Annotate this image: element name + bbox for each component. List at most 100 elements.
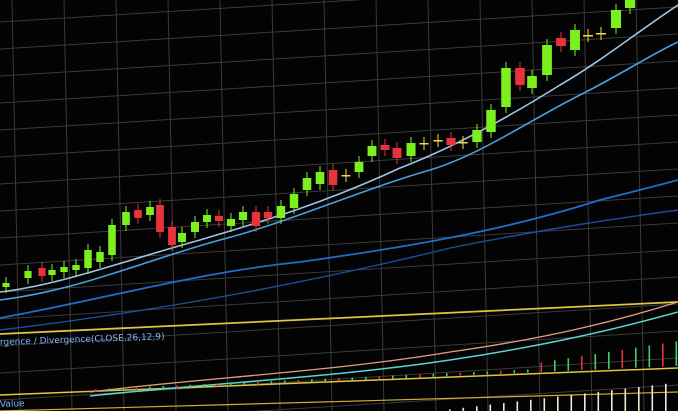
candle-body <box>624 0 636 8</box>
moving-average-slow <box>0 179 678 319</box>
volume-bar <box>584 393 586 411</box>
candle-body <box>610 10 622 28</box>
histogram-bar <box>621 349 624 369</box>
grid-line <box>0 303 678 347</box>
histogram-bar <box>176 385 178 389</box>
grid-line <box>63 0 73 411</box>
panel-divider <box>0 367 678 396</box>
volume-bar <box>543 398 546 411</box>
histogram-bar <box>635 347 637 368</box>
candle-body <box>458 142 468 144</box>
volume-bar <box>665 383 667 411</box>
grid-line <box>0 168 678 212</box>
histogram-bar <box>419 374 421 378</box>
candle-body <box>354 162 364 172</box>
grid-line <box>0 87 678 131</box>
candle-body <box>341 175 351 177</box>
grid-line <box>0 276 678 320</box>
volume-bar <box>557 396 559 411</box>
candle-body <box>38 268 46 276</box>
candle-body <box>433 140 443 142</box>
candle-body <box>263 212 273 218</box>
candle-body <box>276 206 286 218</box>
candle-body <box>108 225 116 255</box>
volume-bar <box>462 407 465 411</box>
candle-body <box>367 146 377 156</box>
candle-body <box>446 138 456 145</box>
candle-body <box>406 143 416 156</box>
histogram-bar <box>203 384 205 388</box>
grid-line <box>0 6 678 50</box>
histogram-bar <box>675 341 678 366</box>
histogram-bar <box>581 356 583 371</box>
grid-line <box>0 60 678 104</box>
grid-line <box>0 330 678 374</box>
candle-body <box>380 145 390 150</box>
volume-bar <box>503 403 505 411</box>
volume-bar <box>651 385 654 411</box>
candle-body <box>302 178 312 190</box>
panel-divider <box>0 301 678 335</box>
histogram-bar <box>378 376 381 380</box>
histogram-bar <box>135 387 138 391</box>
volume-bar <box>449 409 451 411</box>
grid-line <box>167 0 177 411</box>
candle-body <box>315 172 325 184</box>
candle-body <box>419 143 429 145</box>
histogram-bar <box>95 389 97 392</box>
grid-line <box>531 0 541 411</box>
candle-body <box>96 252 104 262</box>
candle-body <box>72 265 80 270</box>
grid-line <box>219 0 229 411</box>
candle-body <box>392 148 402 158</box>
grid-line <box>11 0 21 411</box>
volume-bar <box>530 399 532 411</box>
candle-body <box>226 219 236 226</box>
volume-bar <box>476 406 478 411</box>
histogram-bar <box>324 378 327 382</box>
candle-body <box>501 68 511 107</box>
macd-signal <box>89 301 678 393</box>
histogram-bar <box>486 371 489 375</box>
candle-body <box>168 227 176 245</box>
histogram-bar <box>365 376 367 380</box>
volume-bar <box>489 404 492 411</box>
histogram-bar <box>662 343 664 367</box>
volume-bar <box>570 395 573 411</box>
volume-bar <box>611 390 613 411</box>
volume-bar <box>624 388 627 411</box>
candle-body <box>570 30 580 50</box>
panel-divider <box>0 391 678 411</box>
volume-bar <box>638 387 640 411</box>
candles <box>2 0 636 293</box>
histogram-bar <box>648 345 651 368</box>
candle-body <box>24 271 32 278</box>
candle-body <box>2 283 10 287</box>
histogram-bar <box>567 358 570 371</box>
moving-average-fast <box>0 4 678 293</box>
volume-bar <box>597 391 600 411</box>
candle-body <box>542 45 552 75</box>
candle-body <box>156 205 164 232</box>
histogram-bar <box>500 370 502 374</box>
grid-line <box>271 0 281 411</box>
histogram-bar <box>594 354 597 370</box>
candle-body <box>515 68 525 85</box>
histogram-bar <box>554 360 556 372</box>
candle-body <box>527 76 537 88</box>
candle-body <box>595 33 607 35</box>
histogram-bar <box>432 373 435 377</box>
histogram-bar <box>392 375 394 379</box>
grid-line <box>0 249 678 293</box>
histogram-bar <box>608 351 610 369</box>
volume-bar <box>516 401 519 411</box>
grid-line <box>427 0 437 411</box>
histogram-bar <box>149 386 151 390</box>
candle-body <box>328 170 338 185</box>
histogram-bar <box>446 373 448 377</box>
histogram-bar <box>257 381 259 385</box>
histogram-bar <box>405 375 408 379</box>
candle-body <box>472 130 482 142</box>
grid-line <box>250 384 678 411</box>
histogram-bar <box>108 388 111 392</box>
